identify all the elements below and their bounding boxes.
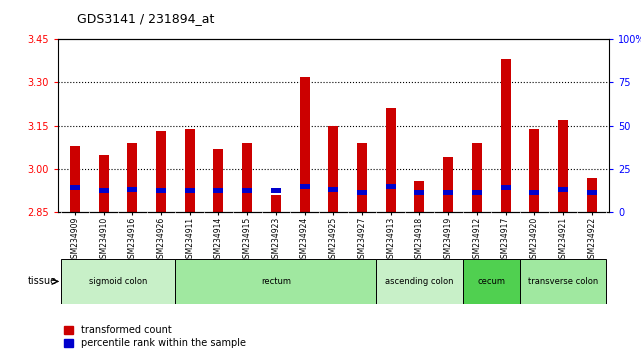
Bar	[70, 146, 80, 212]
Bar	[128, 187, 137, 192]
Legend: transformed count, percentile rank within the sample: transformed count, percentile rank withi…	[60, 321, 250, 352]
Bar	[299, 76, 310, 212]
Bar	[156, 131, 166, 212]
Bar	[128, 143, 137, 212]
Bar	[386, 108, 395, 212]
Bar	[176, 259, 376, 303]
Bar	[472, 143, 482, 212]
Bar	[587, 178, 597, 212]
Bar	[99, 188, 109, 193]
Text: ascending colon: ascending colon	[385, 277, 454, 286]
Bar	[443, 158, 453, 212]
Bar	[242, 188, 252, 193]
Bar	[185, 188, 195, 193]
Bar	[415, 189, 424, 195]
Bar	[587, 189, 597, 195]
Bar	[520, 259, 606, 303]
Bar	[357, 189, 367, 195]
Bar	[156, 188, 166, 193]
Bar	[529, 189, 539, 195]
Bar	[328, 187, 338, 192]
Text: rectum: rectum	[261, 277, 291, 286]
Bar	[357, 143, 367, 212]
Bar	[271, 195, 281, 212]
Text: sigmoid colon: sigmoid colon	[89, 277, 147, 286]
Bar	[60, 259, 176, 303]
Bar	[70, 185, 80, 190]
Bar	[443, 189, 453, 195]
Bar	[386, 184, 395, 189]
Bar	[529, 129, 539, 212]
Bar	[213, 149, 224, 212]
Bar	[558, 187, 568, 192]
Bar	[501, 59, 511, 212]
Text: tissue: tissue	[28, 276, 57, 286]
Bar	[99, 155, 109, 212]
Bar	[501, 185, 511, 190]
Bar	[271, 188, 281, 193]
Bar	[376, 259, 463, 303]
Bar	[213, 188, 224, 193]
Bar	[558, 120, 568, 212]
Bar	[328, 126, 338, 212]
Bar	[415, 181, 424, 212]
Bar	[242, 143, 252, 212]
Bar	[463, 259, 520, 303]
Bar	[299, 184, 310, 189]
Bar	[472, 189, 482, 195]
Text: cecum: cecum	[478, 277, 505, 286]
Text: GDS3141 / 231894_at: GDS3141 / 231894_at	[77, 12, 214, 25]
Bar	[185, 129, 195, 212]
Text: transverse colon: transverse colon	[528, 277, 598, 286]
